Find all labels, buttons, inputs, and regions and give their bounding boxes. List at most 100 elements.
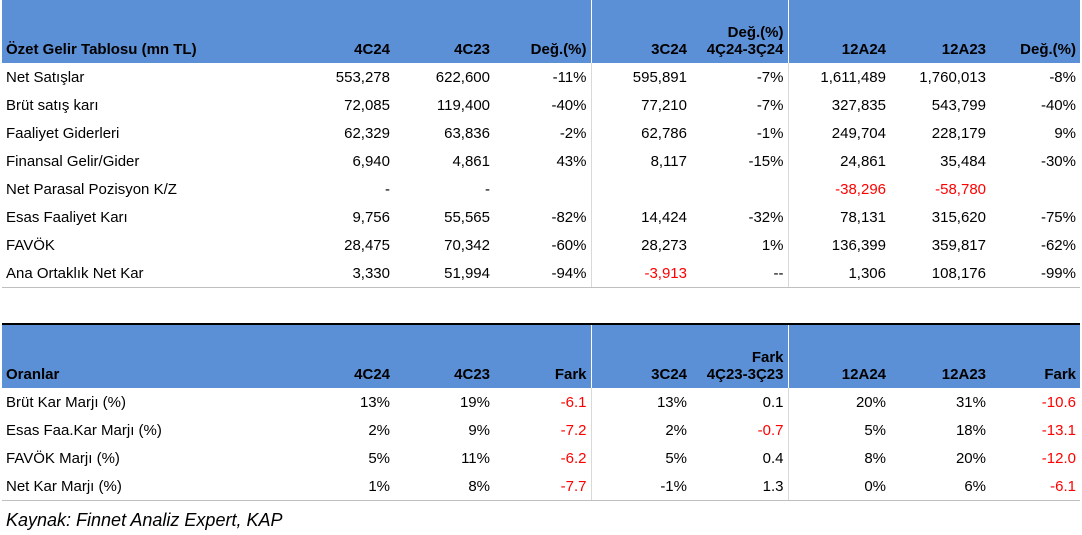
table-cell: 9%	[468, 421, 490, 439]
ratios-table: Oranlar 4C24 4C23 Fark 3C24 Fark 4Ç23-3Ç23 12A2…	[2, 323, 1080, 501]
column-header-line2: Değ.(%)	[1020, 41, 1076, 58]
column-header: Fark	[990, 323, 1080, 388]
table-cell: 20%	[787, 388, 890, 416]
table-cell: -15%	[748, 152, 784, 170]
table-cell: 13%	[590, 388, 691, 416]
table-cell: 228,179	[931, 124, 986, 142]
table-cell: 4,861	[452, 152, 490, 170]
table-cell: 20%	[955, 449, 986, 467]
table-cell: -99%	[990, 259, 1080, 288]
table-cell: 3,330	[289, 259, 394, 288]
column-header-line2: 4C24	[354, 41, 390, 58]
table-cell: 0%	[787, 472, 890, 501]
column-header-line2: Fark	[554, 366, 587, 383]
table-cell: 2%	[368, 421, 390, 439]
table-cell: 70,342	[444, 236, 490, 254]
table-cell: 31%	[955, 393, 986, 411]
table-cell: -	[485, 180, 490, 198]
table-cell: 543,799	[931, 96, 986, 114]
row-label: Esas Faaliyet Karı	[6, 208, 128, 226]
income-statement-table: Özet Gelir Tablosu (mn TL) 4C24 4C23 Değ.(%…	[2, 0, 1080, 288]
header-row: Özet Gelir Tablosu (mn TL) 4C24 4C23 Değ.(%…	[2, 0, 1080, 63]
table-cell: -11%	[552, 68, 587, 86]
row-label: FAVÖK Marjı (%)	[6, 449, 120, 467]
column-header-line2: 4Ç24-3Ç24	[706, 41, 784, 58]
column-header-line2: 4C24	[354, 366, 390, 383]
table-cell: -1%	[590, 472, 691, 501]
table-cell: 8,117	[590, 147, 691, 175]
table-cell: -	[385, 180, 390, 198]
table-cell: 6,940	[352, 152, 390, 170]
table-cell: 622,600	[435, 68, 490, 86]
table-cell: -58,780	[935, 180, 986, 198]
table-cell: 55,565	[444, 208, 490, 226]
table-cell: 28,273	[590, 231, 691, 259]
row-label: Finansal Gelir/Gider	[6, 152, 140, 170]
row-label: Net Satışlar	[6, 68, 85, 86]
table-cell: -6.1	[560, 393, 587, 411]
table-cell: 1,306	[787, 259, 890, 288]
column-header-line2: Fark	[1044, 366, 1076, 383]
table-cell: -8%	[1049, 68, 1076, 86]
table-cell: 595,891	[590, 63, 691, 91]
table-cell	[691, 175, 788, 203]
column-header: 4C24	[289, 0, 394, 63]
table-cell: -10.6	[1041, 393, 1076, 411]
table-cell: 1%	[289, 472, 394, 501]
column-header-line2: 12A24	[841, 366, 886, 383]
column-header: Değ.(%) 4Ç24-3Ç24	[691, 0, 788, 63]
table-cell: 5%	[787, 416, 890, 444]
table-cell: 327,835	[787, 91, 890, 119]
table-cell: -0.7	[757, 421, 784, 439]
table-cell: 13%	[359, 393, 390, 411]
table-cell: -3,913	[590, 259, 691, 288]
row-label: Esas Faa.Kar Marjı (%)	[6, 421, 162, 439]
column-header-line2: Değ.(%)	[530, 41, 587, 58]
source-note: Kaynak: Finnet Analiz Expert, KAP	[6, 510, 283, 530]
column-header-line2: 12A24	[841, 41, 886, 58]
table-cell: 359,817	[931, 236, 986, 254]
table-cell: -6.1	[990, 472, 1080, 501]
table-cell	[990, 175, 1080, 203]
table-cell: -40%	[551, 96, 587, 114]
table-cell: -60%	[551, 236, 587, 254]
table-cell: 249,704	[787, 119, 890, 147]
table-row: Finansal Gelir/Gider 6,940 4,861 43% 8,117 -1…	[2, 147, 1080, 175]
table-row: Brüt satış karı 72,085 119,400 -40% 77,210 -7…	[2, 91, 1080, 119]
table-title: Özet Gelir Tablosu (mn TL)	[2, 0, 289, 63]
table-cell: -82%	[551, 208, 587, 226]
table-cell: 19%	[459, 393, 490, 411]
table-cell: 51,994	[394, 259, 494, 288]
table-title: Oranlar	[2, 323, 289, 388]
table-cell: -75%	[1040, 208, 1076, 226]
table-cell: 136,399	[787, 231, 890, 259]
table-cell: 108,176	[890, 259, 990, 288]
column-header: 4C24	[289, 323, 394, 388]
table-cell: 5%	[368, 449, 390, 467]
table-cell: -7.7	[494, 472, 591, 501]
table-cell: 1,760,013	[919, 68, 986, 86]
table-cell: 5%	[590, 444, 691, 472]
column-header: 3C24	[590, 323, 691, 388]
row-label: Net Kar Marjı (%)	[2, 472, 289, 501]
column-header: Fark 4Ç23-3Ç23	[691, 323, 788, 388]
table-cell: -38,296	[787, 175, 890, 203]
column-header-line2: 3C24	[651, 41, 687, 58]
table-cell: 315,620	[931, 208, 986, 226]
row-label: Net Parasal Pozisyon K/Z	[6, 180, 177, 198]
table-cell: -2%	[559, 124, 587, 142]
table-cell: 78,131	[787, 203, 890, 231]
table-cell: 43%	[556, 152, 587, 170]
table-cell: 14,424	[590, 203, 691, 231]
table-cell: 0.4	[762, 449, 784, 467]
table-cell: -7.2	[560, 421, 587, 439]
column-header-line2: 4Ç23-3Ç23	[706, 366, 784, 383]
table-cell: --	[691, 259, 788, 288]
table-cell: 1%	[761, 236, 784, 254]
column-header: 3C24	[590, 0, 691, 63]
column-header: Değ.(%)	[990, 0, 1080, 63]
column-header: 12A23	[890, 0, 990, 63]
table-cell: 1,611,489	[787, 63, 890, 91]
table-row: Net Kar Marjı (%) 1% 8% -7.7 -1% 1.3 0% 6% -6.1	[2, 472, 1080, 501]
column-header: Değ.(%)	[494, 0, 591, 63]
